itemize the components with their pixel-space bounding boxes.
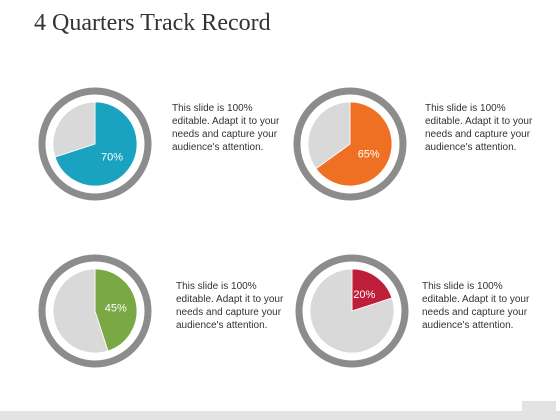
pie-slice-remainder-q4 — [309, 268, 395, 354]
pie-percent-label-q3: 45% — [105, 303, 127, 315]
footer-tab — [522, 401, 556, 420]
pie-slice-remainder-q3 — [52, 268, 109, 354]
pie-chart-q2: 65% — [292, 86, 408, 202]
pie-percent-label-q2: 65% — [358, 149, 380, 161]
pie-slice-value-q3 — [94, 268, 138, 352]
pie-ring — [38, 254, 152, 368]
pie-slice-remainder-q2 — [307, 101, 351, 170]
pie-chart-q3: 45% — [37, 253, 153, 369]
pie-chart-q1: 70% — [37, 86, 153, 202]
pie-ring — [38, 87, 152, 201]
pie-percent-label-q4: 20% — [353, 289, 375, 301]
pie-ring — [293, 87, 407, 201]
description-q3: This slide is 100% editable. Adapt it to… — [176, 281, 284, 331]
pie-slice-value-q1 — [54, 101, 138, 187]
description-q1: This slide is 100% editable. Adapt it to… — [172, 103, 280, 153]
slide-title: 4 Quarters Track Record — [34, 10, 271, 36]
pie-slice-value-q4 — [351, 268, 393, 312]
description-q4: This slide is 100% editable. Adapt it to… — [422, 281, 530, 331]
description-q2: This slide is 100% editable. Adapt it to… — [425, 103, 533, 153]
pie-chart-q4: 20% — [294, 253, 410, 369]
pie-slice-value-q2 — [315, 101, 393, 187]
pie-slice-remainder-q1 — [52, 101, 96, 158]
pie-ring — [295, 254, 409, 368]
footer-bar — [0, 411, 560, 420]
pie-percent-label-q1: 70% — [101, 151, 123, 163]
